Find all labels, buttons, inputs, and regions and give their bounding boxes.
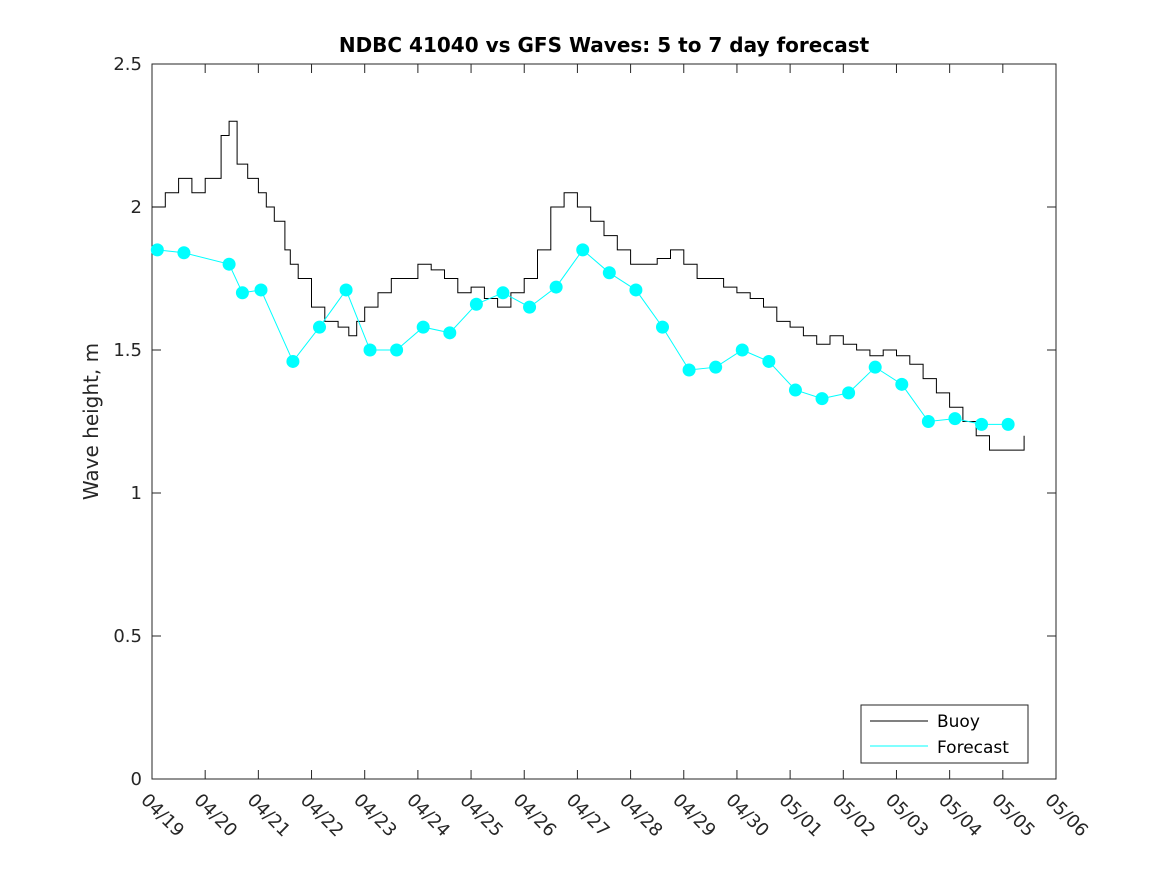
- y-tick-label: 2: [131, 197, 142, 218]
- y-tick-label: 2.5: [113, 54, 142, 75]
- forecast-point: [948, 412, 962, 426]
- forecast-point: [390, 343, 404, 357]
- legend-label-buoy: Buoy: [937, 712, 980, 732]
- chart-title: NDBC 41040 vs GFS Waves: 5 to 7 day fore…: [339, 33, 870, 57]
- forecast-point: [363, 343, 377, 357]
- forecast-point: [469, 297, 483, 311]
- forecast-point: [416, 320, 430, 334]
- buoy-line: [152, 120, 1025, 451]
- forecast-point: [682, 363, 696, 377]
- y-axis-ticks: 0 0.5 1 1.5 2 2.5: [113, 54, 1056, 790]
- y-tick-label: 1: [131, 483, 142, 504]
- y-tick-label: 1.5: [113, 340, 142, 361]
- buoy-series: [152, 120, 1025, 451]
- y-tick-label: 0: [131, 769, 142, 790]
- y-tick-label: 0.5: [113, 626, 142, 647]
- y-axis-label: Wave height, m: [79, 343, 103, 500]
- forecast-point: [629, 283, 643, 297]
- forecast-point: [339, 283, 353, 297]
- forecast-point: [815, 392, 829, 406]
- forecast-point: [235, 286, 249, 300]
- forecast-point: [921, 415, 935, 428]
- forecast-point: [788, 383, 802, 397]
- forecast-point: [496, 286, 510, 300]
- forecast-point: [576, 243, 590, 257]
- forecast-point: [842, 386, 856, 400]
- forecast-point: [1001, 417, 1015, 431]
- forecast-point: [602, 266, 616, 280]
- forecast-point: [655, 320, 669, 334]
- forecast-point: [895, 377, 909, 391]
- forecast-point: [313, 320, 327, 334]
- legend: Buoy Forecast: [860, 704, 1029, 764]
- forecast-point: [177, 246, 191, 260]
- plot-frame: [151, 63, 1057, 780]
- forecast-point: [735, 343, 749, 357]
- legend-label-forecast: Forecast: [937, 738, 1009, 758]
- forecast-point: [868, 360, 882, 374]
- forecast-markers: [150, 243, 1015, 431]
- forecast-point: [443, 326, 457, 340]
- forecast-point: [150, 243, 164, 257]
- forecast-point: [975, 417, 989, 431]
- legend-box: [860, 704, 1029, 764]
- forecast-point: [762, 354, 776, 368]
- forecast-point: [523, 300, 537, 314]
- forecast-point: [286, 354, 300, 368]
- forecast-point: [254, 283, 268, 297]
- forecast-point: [222, 257, 236, 271]
- forecast-point: [549, 280, 563, 294]
- forecast-point: [709, 360, 723, 374]
